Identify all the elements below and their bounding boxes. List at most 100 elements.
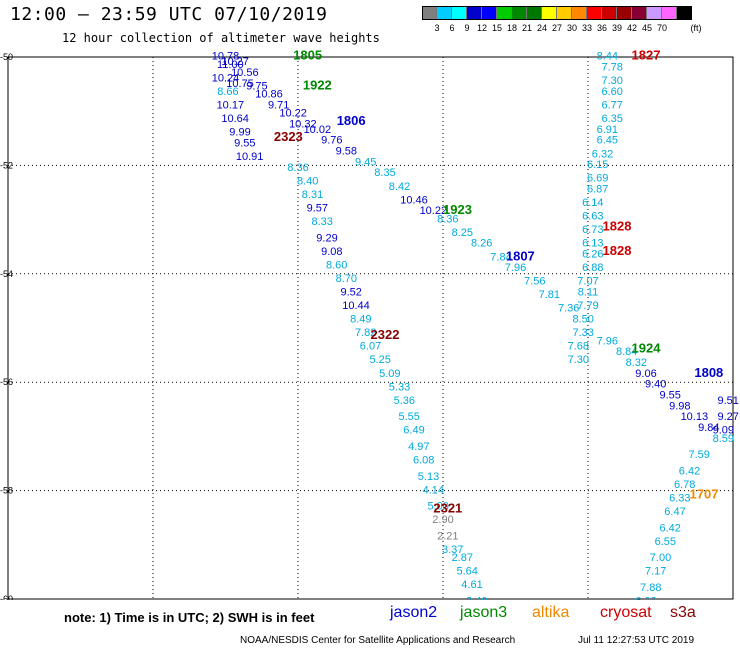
wave-height-value: 10.32 [289, 118, 317, 130]
pass-label: 1707 [690, 487, 719, 502]
wave-height-value: 10.02 [304, 124, 332, 136]
colorbar-swatch [572, 6, 587, 20]
pass-label: 1805 [293, 48, 322, 63]
wave-height-value: 8.11 [578, 286, 599, 298]
wave-height-value: 5.64 [456, 566, 477, 578]
wave-height-value: 6.77 [601, 99, 622, 111]
legend-jason2: jason2 [390, 604, 438, 621]
colorbar-label: 27 [551, 23, 562, 33]
wave-height-value: 5.33 [389, 381, 410, 393]
colorbar-swatch [662, 6, 677, 20]
wave-height-value: 9.98 [669, 400, 690, 412]
wave-height-value: 7.59 [688, 449, 709, 461]
colorbar-swatch [602, 6, 617, 20]
wave-height-value: 6.69 [587, 173, 608, 185]
wave-height-value: 6.49 [403, 425, 424, 437]
pass-label: 2323 [274, 129, 303, 144]
wave-height-value: 6.13 [582, 238, 603, 250]
wave-height-value: 8.31 [302, 189, 323, 201]
wave-height-value: 10.75 [226, 78, 254, 90]
wave-height-value: 8.33 [311, 216, 332, 228]
wave-height-value: 6.78 [674, 479, 695, 491]
pass-label: 1828 [603, 243, 632, 258]
colorbar-swatch [452, 6, 467, 20]
colorbar-label: 15 [491, 23, 502, 33]
wave-height-value: 6.35 [601, 113, 622, 125]
plot-frame [7, 56, 734, 600]
wave-height-value: 8.26 [471, 238, 492, 250]
wave-height-value: 8.59 [713, 433, 734, 445]
wave-height-value: 9.08 [321, 246, 342, 258]
wave-height-value: 7.07 [577, 276, 598, 288]
y-tick-label: -50 [0, 52, 13, 62]
wave-height-value: 10.24 [212, 72, 240, 84]
wave-height-value: 8.42 [389, 181, 410, 193]
wave-height-value: 10.22 [279, 108, 307, 120]
wave-height-value: 6.88 [582, 262, 603, 274]
chart-subtitle: 12 hour collection of altimeter wave hei… [62, 31, 380, 45]
colorbar-label: 33 [581, 23, 592, 33]
wave-height-value: 8.44 [597, 51, 618, 63]
legend-jason3: jason3 [460, 604, 508, 621]
wave-height-value: 6.45 [597, 135, 618, 147]
colorbar-unit: (ft) [690, 23, 702, 33]
pass-label: 1808 [694, 365, 723, 380]
wave-height-value: 6.63 [582, 211, 603, 223]
wave-height-value: 6.42 [679, 465, 700, 477]
wave-height-value: 7.00 [650, 552, 671, 564]
wave-height-value: 9.06 [635, 368, 656, 380]
wave-height-value: 10.86 [255, 89, 283, 101]
wave-height-value: 7.96 [597, 335, 618, 347]
wave-height-value: 9.27 [717, 411, 738, 423]
wave-height-value: 9.29 [316, 232, 337, 244]
pass-label: 1922 [303, 78, 332, 93]
colorbar-label: 24 [536, 23, 547, 33]
wave-height-value: 2.90 [432, 514, 453, 526]
wave-height-value: 7.81 [539, 289, 560, 301]
wave-height-value: 10.91 [236, 151, 264, 163]
wave-height-value: 7.84 [490, 251, 511, 263]
wave-height-value: 9.40 [645, 379, 666, 391]
wave-height-value: 9.76 [321, 135, 342, 147]
colorbar-label: 18 [506, 23, 517, 33]
colorbar-swatch [497, 6, 512, 20]
wave-height-value: 7.36 [558, 303, 579, 315]
wave-height-value: 4.61 [461, 579, 482, 591]
wave-height-value: 7.79 [577, 300, 598, 312]
wave-height-value: 2.87 [452, 552, 473, 564]
wave-height-value: 10.13 [681, 411, 709, 423]
wave-height-value: 2.21 [437, 530, 458, 542]
wave-height-value: 9.09 [713, 425, 734, 437]
wave-height-value: 7.30 [601, 75, 622, 87]
legend-cryosat: cryosat [600, 604, 652, 621]
wave-height-value: 10.56 [231, 67, 259, 79]
colorbar-swatch [467, 6, 482, 20]
wave-height-value: 6.60 [601, 86, 622, 98]
wave-height-value: 5.13 [418, 471, 439, 483]
y-tick-label: -54 [0, 269, 13, 279]
wave-height-value: 6.33 [669, 492, 690, 504]
wave-height-value: 9.71 [268, 99, 289, 111]
wave-height-value: 8.49 [350, 314, 371, 326]
wave-height-value: 6.32 [592, 148, 613, 160]
wave-height-value: 8.50 [572, 314, 593, 326]
pass-label: 2321 [433, 500, 462, 515]
wave-height-value: 7.88 [640, 582, 661, 594]
wave-height-value: 6.07 [360, 341, 381, 353]
wave-height-value: 5.25 [369, 354, 390, 366]
colorbar-label: 6 [449, 23, 455, 33]
wave-height-value: 8.84 [616, 346, 637, 358]
legend-note: note: 1) Time is in UTC; 2) SWH is in fe… [64, 610, 315, 625]
colorbar-label: 3 [434, 23, 440, 33]
y-tick-label: -60 [0, 594, 13, 600]
wave-height-value: 9.99 [229, 127, 250, 139]
wave-height-value: 6.93 [635, 595, 656, 600]
pass-label: 1807 [506, 248, 535, 263]
wave-height-value: 10.27 [221, 56, 249, 68]
wave-height-value: 10.78 [212, 51, 240, 63]
wave-height-value: 5.00 [427, 501, 448, 513]
wave-height-value: 6.26 [582, 249, 603, 261]
wave-height-value: 9.51 [717, 395, 738, 407]
wave-height-value: 9.52 [340, 286, 361, 298]
wave-height-value: 7.68 [568, 341, 589, 353]
